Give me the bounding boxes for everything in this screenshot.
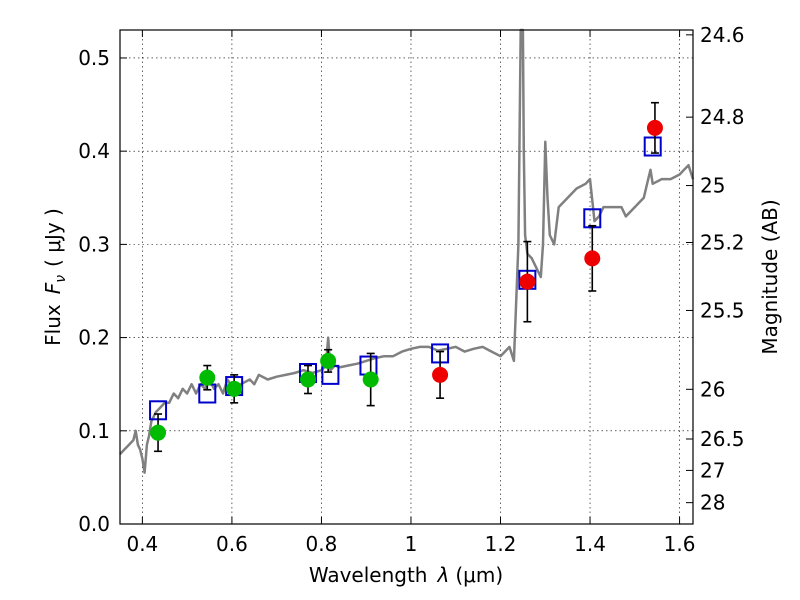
optical-point bbox=[226, 380, 243, 397]
optical-point bbox=[300, 371, 317, 388]
x-tick-label: 1.2 bbox=[485, 532, 517, 556]
x-tick-label: 0.4 bbox=[126, 532, 158, 556]
y2-tick-label: 26 bbox=[700, 377, 725, 401]
nir-point bbox=[646, 119, 663, 136]
y2-tick-label: 24.6 bbox=[700, 23, 745, 47]
optical-point bbox=[320, 352, 337, 369]
y-tick-label: 0.4 bbox=[78, 139, 110, 163]
y2-tick-label: 26.5 bbox=[700, 427, 745, 451]
x-axis-title: Wavelength λ (μm) bbox=[309, 563, 503, 587]
plot-frame bbox=[119, 29, 694, 525]
nir-point bbox=[584, 250, 601, 267]
y2-tick-label: 24.8 bbox=[700, 105, 745, 129]
nir-point bbox=[432, 366, 449, 383]
nir-point bbox=[519, 273, 536, 290]
model-flux-square bbox=[643, 136, 662, 157]
y2-axis-title: Magnitude (AB) bbox=[758, 199, 782, 354]
data-markers bbox=[149, 101, 663, 453]
gridlines bbox=[120, 30, 693, 525]
optical-point bbox=[199, 369, 216, 386]
y2-tick-label: 28 bbox=[700, 491, 725, 515]
y2-tick-label: 27 bbox=[700, 458, 725, 482]
optical-point bbox=[362, 371, 379, 388]
y-tick-label: 0.0 bbox=[78, 512, 110, 536]
y-axis-title: FluxFν( μJy ) bbox=[41, 208, 69, 346]
y2-tick-label: 25.2 bbox=[700, 231, 745, 255]
model-spectrum bbox=[119, 28, 695, 474]
y2-tick-label: 25 bbox=[700, 174, 725, 198]
y-tick-label: 0.2 bbox=[78, 326, 110, 350]
y-tick-label: 0.5 bbox=[78, 46, 110, 70]
x-tick-label: 1.6 bbox=[664, 532, 696, 556]
x-tick-label: 1.4 bbox=[574, 532, 606, 556]
x-tick-label: 1 bbox=[405, 532, 418, 556]
x-tick-label: 0.6 bbox=[216, 532, 248, 556]
optical-point bbox=[150, 424, 167, 441]
y-tick-label: 0.3 bbox=[78, 232, 110, 256]
y-tick-label: 0.1 bbox=[78, 419, 110, 443]
model-spectrum-line bbox=[119, 28, 695, 474]
y2-tick-label: 25.5 bbox=[700, 298, 745, 322]
x-tick-label: 0.8 bbox=[306, 532, 338, 556]
axis-ticks: 0.4 0.6 0.8 1 1.2 1.4 1.6 0.0 0.1 0.2 0.3 0.4 0.5 24.… bbox=[78, 23, 744, 556]
